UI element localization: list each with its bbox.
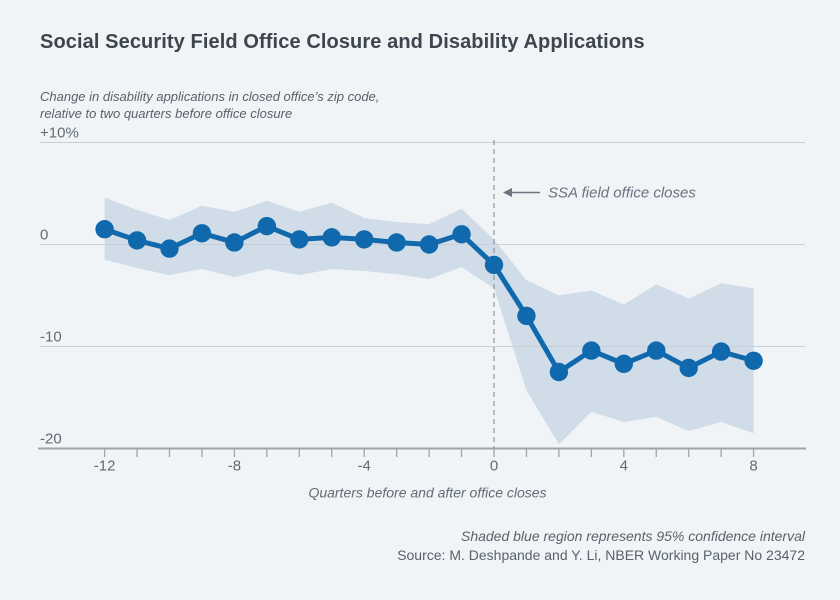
x-tick-label: 8 (749, 458, 757, 475)
data-point (452, 225, 471, 244)
footer-note: Shaded blue region represents 95% confid… (460, 528, 805, 544)
footer-source: Source: M. Deshpande and Y. Li, NBER Wor… (397, 547, 805, 563)
x-tick-label: -4 (358, 458, 371, 475)
x-tick-label: -8 (228, 458, 241, 475)
annotation-text: SSA field office closes (548, 185, 696, 202)
data-point (322, 228, 341, 247)
data-point (614, 354, 633, 374)
data-point (290, 230, 309, 249)
x-axis-label: Quarters before and after office closes (308, 485, 546, 501)
y-tick-label: +10% (40, 125, 79, 142)
x-tick-label: -12 (94, 458, 116, 475)
chart-subtitle-line1: Change in disability applications in clo… (40, 89, 380, 104)
data-point (95, 220, 114, 239)
data-point (192, 224, 212, 243)
data-point (484, 255, 504, 275)
data-point (744, 351, 763, 370)
data-point (517, 306, 536, 326)
x-tick-label: 4 (620, 458, 628, 475)
data-point (679, 358, 698, 378)
data-point (582, 341, 601, 360)
x-tick-label: 0 (490, 458, 498, 475)
data-point (127, 231, 147, 250)
chart-subtitle: Change in disability applications in clo… (40, 88, 379, 122)
y-tick-label: 0 (40, 227, 48, 244)
data-point (711, 342, 731, 361)
data-point (160, 239, 179, 258)
data-point (257, 216, 277, 236)
data-point (225, 233, 244, 252)
chart-title: Social Security Field Office Closure and… (40, 31, 645, 53)
confidence-band (104, 197, 754, 445)
data-point (419, 235, 439, 254)
data-point (387, 233, 406, 252)
y-tick-label: -20 (40, 431, 62, 448)
data-point (355, 230, 374, 249)
data-point (647, 341, 666, 360)
annotation-arrowhead (503, 188, 512, 197)
chart-subtitle-line2: relative to two quarters before office c… (40, 106, 293, 121)
data-point (549, 362, 569, 382)
y-tick-label: -10 (40, 329, 62, 346)
